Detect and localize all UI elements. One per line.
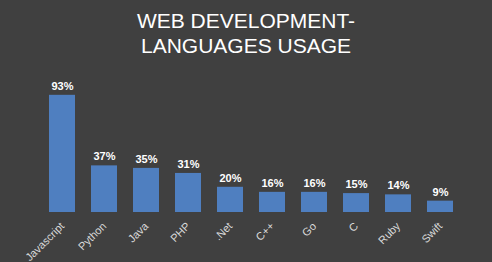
svg-text:Ruby: Ruby	[376, 219, 403, 246]
svg-text:C: C	[346, 220, 360, 234]
svg-text:Python: Python	[76, 220, 109, 253]
svg-text:Java: Java	[125, 219, 151, 245]
svg-text:16%: 16%	[303, 177, 325, 189]
svg-text:C++: C++	[253, 220, 276, 243]
svg-text:16%: 16%	[261, 177, 283, 189]
svg-text:37%: 37%	[93, 150, 115, 162]
svg-text:93%: 93%	[51, 80, 73, 92]
svg-text:Go: Go	[300, 220, 319, 239]
svg-text:9%: 9%	[433, 186, 449, 198]
svg-text:20%: 20%	[219, 172, 241, 184]
html-text:WEB DEVELOPMENT-LANGUAGES USAG: WEB DEVELOPMENT-LANGUAGES USAGE	[136, 9, 356, 57]
svg-text:.Net: .Net	[212, 220, 235, 243]
svg-text:35%: 35%	[135, 153, 157, 165]
svg-text:Swift: Swift	[419, 220, 444, 245]
svg-text:31%: 31%	[177, 158, 199, 170]
svg-text:15%: 15%	[345, 178, 367, 190]
svg-text:Javascript: Javascript	[23, 220, 67, 262]
svg-text:PHP: PHP	[168, 220, 192, 244]
svg-text:14%: 14%	[387, 179, 409, 191]
